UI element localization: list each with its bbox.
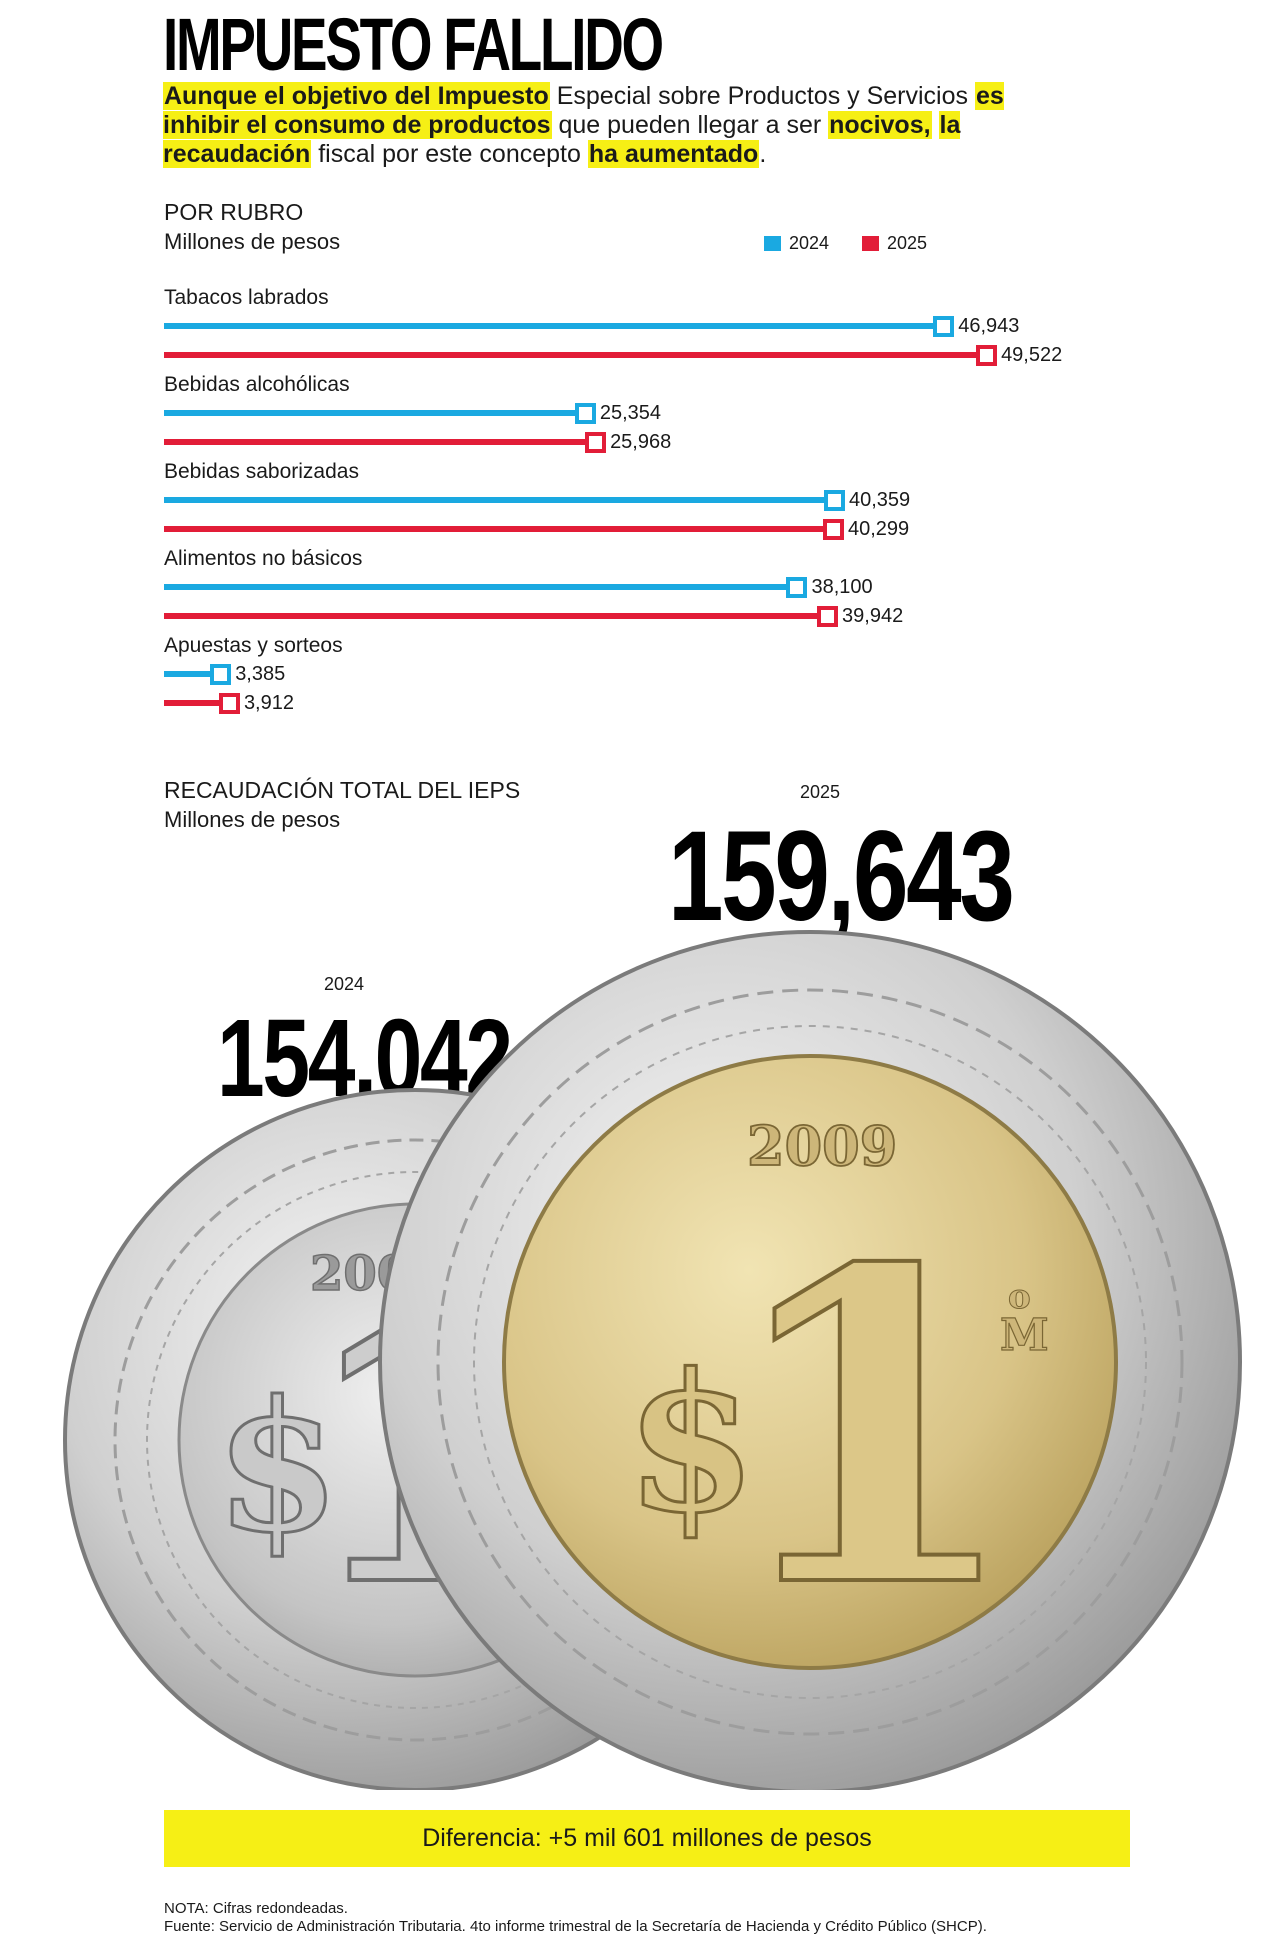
bar-2024 — [164, 671, 221, 677]
value-label-2024: 3,385 — [235, 663, 286, 685]
coin-2025: 2009 $ 1 o M — [378, 930, 1242, 1790]
value-label-2024: 46,943 — [958, 315, 1020, 337]
value-label-2024: 40,359 — [848, 489, 911, 511]
legend-swatch-2025 — [862, 235, 879, 251]
bar-marker-2024 — [210, 664, 232, 685]
difference-banner: Diferencia: +5 mil 601 millones de pesos — [164, 1810, 1130, 1867]
bar-marker-2024 — [823, 490, 845, 511]
subtitle-text: Especial sobre Productos y Servicios — [549, 82, 975, 110]
total-year-2025: 2025 — [800, 782, 841, 802]
bar-marker-2025 — [218, 693, 240, 714]
subtitle-text: que pueden llegar a ser — [551, 111, 829, 139]
coin-2025-mint-bottom: M — [1000, 1310, 1049, 1361]
bar-marker-2025 — [817, 606, 839, 627]
legend-2024: 2024 — [764, 233, 829, 253]
value-label-2025: 3,912 — [243, 692, 294, 714]
bar-2025 — [164, 439, 596, 445]
category-label: Tabacos labrados — [164, 286, 329, 309]
category-label: Alimentos no básicos — [164, 547, 363, 570]
category-label: Apuestas y sorteos — [164, 634, 343, 657]
bar-marker-2024 — [933, 316, 955, 337]
bar-chart-title: POR RUBRO — [164, 199, 304, 225]
value-label-2024: 38,100 — [811, 576, 873, 598]
legend-swatch-2024 — [764, 235, 781, 251]
value-label-2024: 25,354 — [599, 402, 662, 424]
bar-2025 — [164, 613, 828, 619]
bar-2024 — [164, 584, 797, 590]
subtitle-text: . — [759, 140, 767, 168]
bar-marker-2025 — [976, 345, 998, 366]
bar-2024 — [164, 497, 834, 503]
source: Fuente: Servicio de Administración Tribu… — [164, 1918, 987, 1935]
value-label-2025: 39,942 — [842, 605, 904, 627]
coins-illustration: 2009 $ 1 2009 $ 1 o M — [63, 930, 1242, 1790]
bar-marker-2024 — [786, 577, 808, 598]
coin-2025-mint-top: o — [1008, 1277, 1031, 1317]
legend-label-2025: 2025 — [887, 233, 928, 253]
subtitle-highlight: Aunque el objetivo del Impuesto — [163, 82, 550, 110]
bar-marker-2024 — [574, 403, 596, 424]
coin-2025-dollar: $ — [625, 1332, 757, 1555]
total-title: RECAUDACIÓN TOTAL DEL IEPS — [164, 777, 521, 803]
coin-2025-one: 1 — [722, 1177, 1021, 1682]
value-label-2025: 25,968 — [610, 431, 672, 453]
bar-2025 — [164, 700, 229, 706]
bar-marker-2025 — [822, 519, 844, 540]
value-label-2025: 49,522 — [1001, 344, 1063, 366]
legend-2025: 2025 — [862, 233, 927, 253]
category-label: Bebidas saborizadas — [164, 460, 359, 483]
coin-2025-year: 2009 — [747, 1114, 897, 1178]
bar-chart-unit: Millones de pesos — [164, 229, 341, 254]
total-unit: Millones de pesos — [164, 807, 341, 832]
bar-2024 — [164, 323, 944, 329]
bar-2024 — [164, 410, 585, 416]
total-value-2025: 159,643 — [668, 805, 1015, 948]
category-label: Bebidas alcohólicas — [164, 373, 350, 396]
subtitle: Aunque el objetivo del Impuesto Especial… — [163, 82, 1063, 169]
subtitle-highlight: ha aumentado — [587, 140, 760, 168]
legend-label-2024: 2024 — [789, 233, 830, 253]
total-year-2024: 2024 — [324, 974, 365, 994]
bar-marker-2025 — [585, 432, 607, 453]
note: NOTA: Cifras redondeadas. — [164, 1900, 348, 1917]
bar-2025 — [164, 526, 833, 532]
bar-2025 — [164, 352, 987, 358]
subtitle-text: fiscal por este concepto — [311, 140, 588, 168]
subtitle-highlight: nocivos, — [828, 111, 932, 139]
value-label-2025: 40,299 — [847, 518, 910, 540]
coin-2024-dollar: $ — [215, 1362, 340, 1573]
page-title: IMPUESTO FALLIDO — [163, 3, 664, 86]
subtitle-text — [932, 111, 939, 139]
